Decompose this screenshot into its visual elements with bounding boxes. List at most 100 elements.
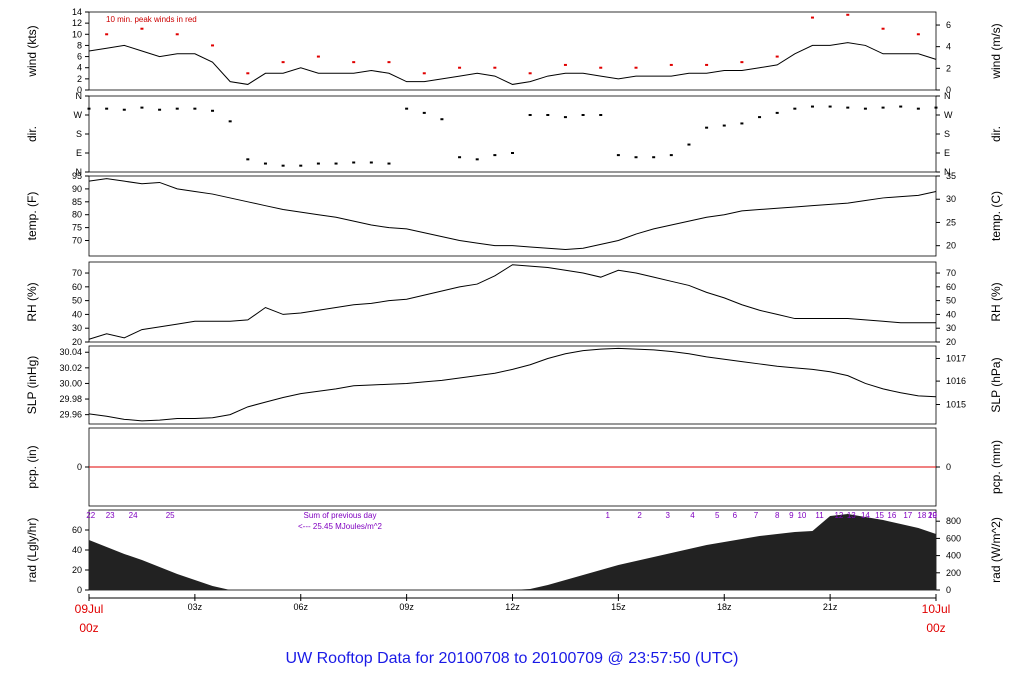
- dir-ylabel-right: dir.: [989, 126, 1003, 142]
- rh-right-tick-label: 70: [946, 268, 956, 278]
- dir-point: [352, 161, 356, 164]
- dir-point: [458, 156, 462, 159]
- dir-point: [722, 124, 726, 127]
- slp-left-tick-label: 30.00: [59, 378, 82, 388]
- rh-left-tick-label: 20: [72, 337, 82, 347]
- dir-point: [563, 116, 567, 119]
- rad-hour-label: 24: [129, 511, 138, 520]
- temp-line: [88, 178, 937, 251]
- rad-right-tick-label: 600: [946, 533, 961, 543]
- wind-right-tick-label: 2: [946, 63, 951, 73]
- rad-hour-label: 19: [928, 511, 937, 520]
- rad-right-tick-label: 400: [946, 551, 961, 561]
- slp-line: [88, 347, 937, 422]
- rh-left-tick-label: 30: [72, 323, 82, 333]
- wind-peak-mark: [105, 33, 109, 36]
- dir-point: [246, 158, 250, 161]
- dir-point: [652, 156, 656, 159]
- dir-point: [493, 154, 497, 157]
- temp-ylabel-left: temp. (F): [25, 192, 39, 241]
- rad-hour-label: 15: [875, 511, 884, 520]
- wind-ylabel-right: wind (m/s): [989, 23, 1003, 79]
- rh-ylabel-right: RH (%): [989, 282, 1003, 321]
- dir-left-tick-label: N: [76, 91, 83, 101]
- rad-hour-label: 22: [86, 511, 95, 520]
- chart-title: UW Rooftop Data for 20100708 to 20100709…: [285, 650, 739, 667]
- pcp-ylabel-right: pcp. (mm): [989, 440, 1003, 494]
- dir-point: [528, 114, 532, 116]
- rh-right-tick-label: 20: [946, 337, 956, 347]
- rad-hour-label: 10: [797, 511, 806, 520]
- dir-point: [687, 143, 691, 146]
- wind-ylabel-left: wind (kts): [25, 25, 39, 77]
- time-axis-tick-label: 15z: [611, 602, 626, 612]
- temp-left-tick-label: 80: [72, 210, 82, 220]
- rad-hour-label: 6: [733, 511, 738, 520]
- wind-peak-mark: [775, 55, 779, 58]
- dir-point: [281, 164, 285, 167]
- time-axis-start-hour: 00z: [79, 621, 98, 635]
- wind-peak-mark: [528, 72, 532, 75]
- rad-annotation: Sum of previous day: [304, 511, 377, 520]
- rad-hour-label: 14: [861, 511, 870, 520]
- dir-point: [511, 152, 514, 154]
- wind-left-tick-label: 6: [77, 52, 82, 62]
- wind-left-tick-label: 0: [77, 85, 82, 95]
- wind-line: [88, 42, 937, 85]
- dir-point: [105, 107, 109, 110]
- wind-peak-mark: [493, 66, 497, 69]
- temp-right-tick-label: 25: [946, 217, 956, 227]
- time-axis-start-date: 09Jul: [75, 602, 104, 616]
- rh-right-tick-label: 60: [946, 282, 956, 292]
- dir-point: [705, 126, 709, 129]
- rad-hour-label: 25: [166, 511, 175, 520]
- pcp-ylabel-left: pcp. (in): [25, 445, 39, 488]
- dir-point: [599, 114, 603, 116]
- dir-point: [758, 116, 762, 119]
- wind-left-tick-label: 4: [77, 63, 82, 73]
- time-axis-tick-label: 03z: [188, 602, 203, 612]
- rad-hour-label: 1: [606, 511, 611, 520]
- dir-point: [828, 105, 832, 108]
- wind-peak-mark: [246, 72, 250, 75]
- dir-point: [228, 120, 232, 123]
- slp-left-tick-label: 29.96: [59, 410, 82, 420]
- wind-peak-mark: [599, 66, 603, 69]
- temp-ylabel-right: temp. (C): [989, 191, 1003, 241]
- dir-point: [863, 107, 867, 110]
- dir-point: [934, 106, 938, 109]
- rh-right-tick-label: 30: [946, 323, 956, 333]
- rh-left-tick-label: 60: [72, 282, 82, 292]
- wind-peak-mark: [846, 13, 850, 16]
- dir-right-tick-label: W: [944, 110, 953, 120]
- dir-point: [122, 108, 126, 111]
- dir-point: [422, 111, 426, 114]
- rad-hour-label: 7: [754, 511, 759, 520]
- dir-point: [669, 154, 673, 157]
- dir-point: [158, 108, 162, 111]
- temp-right-tick-label: 30: [946, 194, 956, 204]
- temp-right-tick-label: 35: [946, 171, 956, 181]
- rad-ylabel-left: rad (Lgly/hr): [25, 518, 39, 583]
- rad-hour-label: 23: [106, 511, 115, 520]
- wind-peak-mark: [881, 27, 885, 30]
- wind-peak-mark: [669, 63, 673, 66]
- wind-left-tick-label: 8: [77, 40, 82, 50]
- dir-right-tick-label: N: [944, 91, 951, 101]
- wind-left-tick-label: 12: [72, 18, 82, 28]
- wind-right-tick-label: 0: [946, 85, 951, 95]
- dir-point: [616, 154, 620, 157]
- dir-right-tick-label: S: [944, 129, 950, 139]
- rh-line: [88, 264, 936, 340]
- dir-point: [316, 162, 320, 165]
- dir-right-tick-label: N: [944, 167, 951, 177]
- rh-left-tick-label: 70: [72, 268, 82, 278]
- dir-right-tick-label: E: [944, 148, 950, 158]
- temp-left-tick-label: 85: [72, 197, 82, 207]
- slp-left-tick-label: 30.02: [59, 363, 82, 373]
- temp-left-tick-label: 95: [72, 171, 82, 181]
- wind-peak-mark: [352, 61, 356, 64]
- dir-point: [881, 106, 885, 109]
- dir-point: [87, 107, 91, 110]
